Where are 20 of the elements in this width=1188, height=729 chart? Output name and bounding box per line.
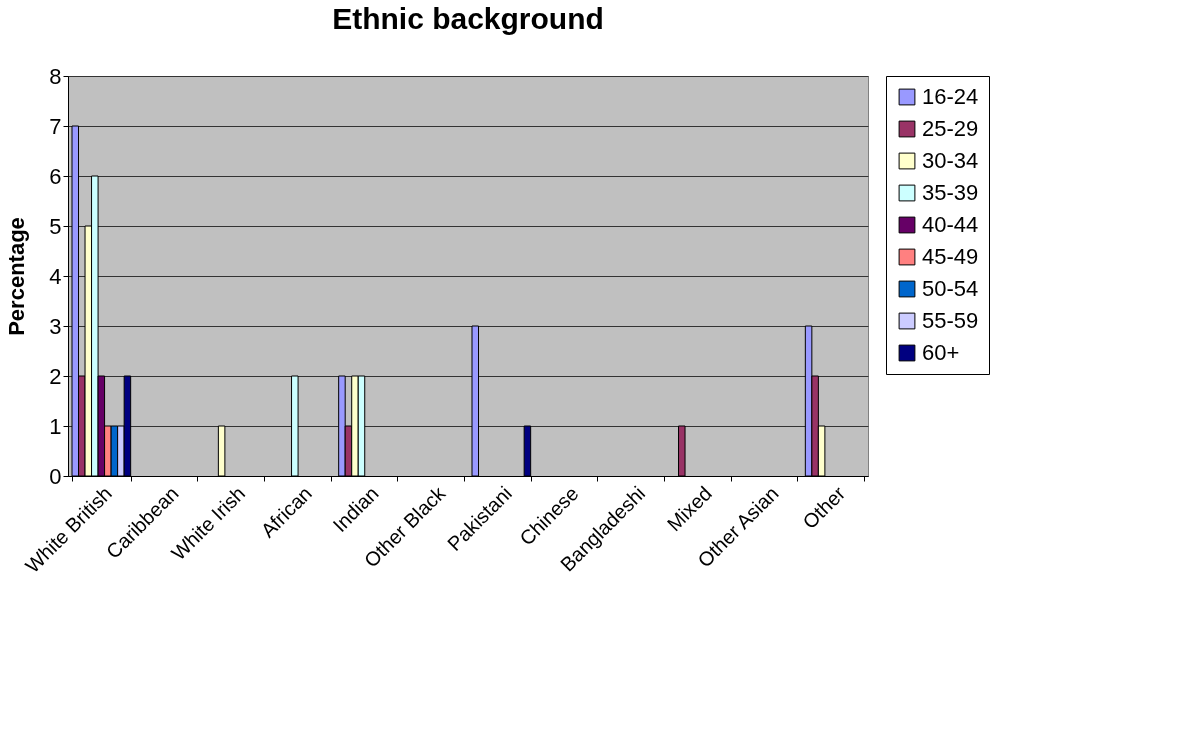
legend-label: 40-44: [922, 212, 979, 237]
y-tick-label: 1: [49, 413, 62, 439]
y-tick-label: 6: [49, 163, 62, 189]
y-axis-title: Percentage: [4, 217, 30, 336]
y-tick-label: 3: [49, 313, 62, 339]
y-tick-label: 4: [49, 263, 62, 289]
y-tick-label: 7: [49, 113, 62, 139]
y-tick-label: 8: [49, 63, 62, 89]
legend-label: 50-54: [922, 276, 979, 301]
legend-label: 55-59: [922, 308, 979, 333]
legend-label: 16-24: [922, 84, 979, 109]
legend-label: 30-34: [922, 148, 979, 173]
chart-title: Ethnic background: [332, 2, 604, 35]
legend-label: 35-39: [922, 180, 979, 205]
y-tick-label: 5: [49, 213, 62, 239]
legend-label: 60+: [922, 340, 960, 365]
y-tick-label: 0: [49, 463, 62, 489]
y-tick-label: 2: [49, 363, 62, 389]
legend-label: 45-49: [922, 244, 979, 269]
legend-label: 25-29: [922, 116, 979, 141]
